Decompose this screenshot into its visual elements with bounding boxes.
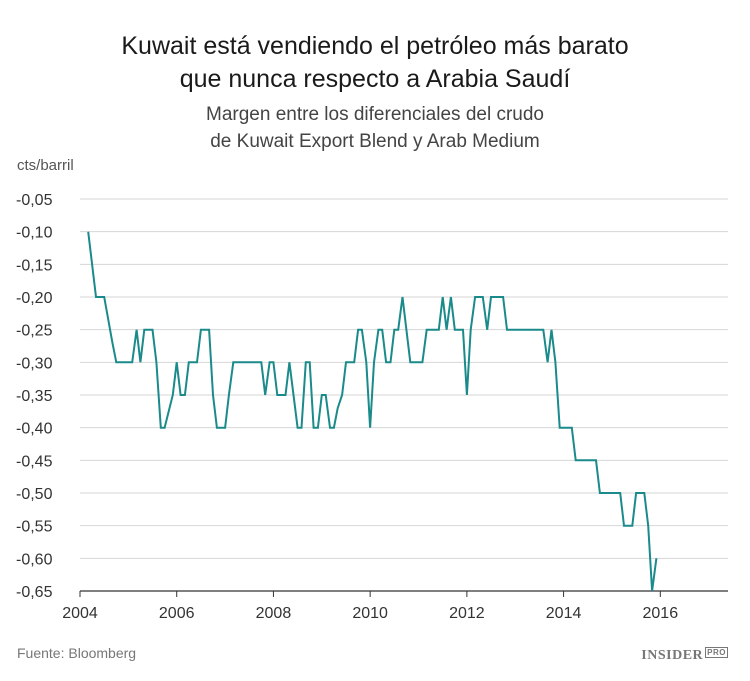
- brand-logo: INSIDER PRO: [641, 647, 728, 664]
- y-axis-unit-label: cts/barril: [17, 157, 74, 174]
- x-tick-label: 2006: [159, 605, 195, 622]
- x-tick-label: 2016: [643, 605, 679, 622]
- x-tick-label: 2012: [449, 605, 485, 622]
- y-tick-label: -0,35: [16, 388, 53, 405]
- x-tick-label: 2008: [256, 605, 292, 622]
- series-line: [87, 231, 658, 592]
- y-tick-label: -0,20: [16, 290, 53, 307]
- chart-subtitle-line-2: de Kuwait Export Blend y Arab Medium: [210, 131, 540, 152]
- y-tick-label: -0,55: [16, 519, 53, 536]
- y-tick-label: -0,25: [16, 323, 53, 340]
- chart-subtitle: Margen entre los diferenciales del crudo…: [0, 101, 750, 155]
- chart-title-line-2: que nunca respecto a Arabia Saudí: [179, 65, 571, 93]
- y-tick-label: -0,40: [16, 421, 53, 438]
- x-tick-label: 2004: [62, 605, 98, 622]
- y-gridlines: [80, 198, 728, 559]
- x-tick-labels: 2004 2006 2008 2010 2012 2014 2016: [62, 605, 678, 622]
- brand-name: INSIDER: [641, 648, 704, 663]
- chart-subtitle-line-1: Margen entre los diferenciales del crudo: [206, 104, 544, 125]
- y-tick-label: -0,05: [16, 192, 53, 209]
- y-tick-label: -0,65: [16, 584, 53, 601]
- y-tick-label: -0,15: [16, 257, 53, 274]
- x-axis: [79, 590, 728, 597]
- chart-title: Kuwait está vendiendo el petróleo más ba…: [0, 30, 750, 96]
- y-tick-label: -0,45: [16, 453, 53, 470]
- y-tick-label: -0,60: [16, 551, 53, 568]
- y-tick-label: -0,30: [16, 355, 53, 372]
- series-layer: [87, 231, 658, 592]
- x-tick-label: 2014: [546, 605, 582, 622]
- brand-tag: PRO: [705, 647, 728, 658]
- y-tick-label: -0,50: [16, 486, 53, 503]
- chart-title-line-1: Kuwait está vendiendo el petróleo más ba…: [121, 32, 629, 60]
- y-tick-label: -0,10: [16, 225, 53, 242]
- source-note: Fuente: Bloomberg: [17, 645, 137, 661]
- x-tick-label: 2010: [352, 605, 388, 622]
- y-tick-labels: -0,05 -0,10 -0,15 -0,20 -0,25 -0,30 -0,35 -0,40…: [16, 192, 53, 601]
